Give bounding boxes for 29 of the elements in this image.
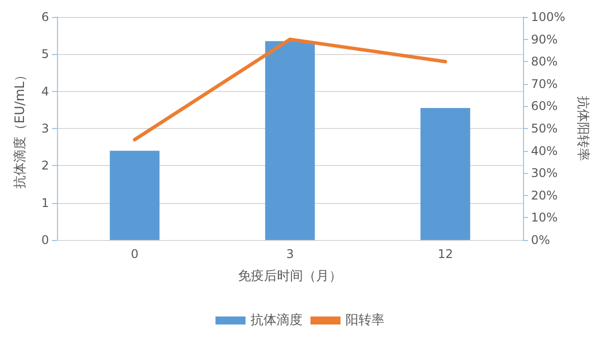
y-tick-label: 2 xyxy=(41,158,49,173)
legend-label: 阳转率 xyxy=(346,312,384,328)
x-axis-title: 免疫后时间（月） xyxy=(238,269,342,284)
y2-tick-label: 70% xyxy=(531,76,558,91)
y-tick-label: 5 xyxy=(41,47,49,62)
bar xyxy=(265,41,315,240)
y2-tick-label: 10% xyxy=(531,210,558,225)
y-tick-label: 1 xyxy=(41,196,49,210)
y-tick-label: 4 xyxy=(41,84,49,98)
y-tick-label: 3 xyxy=(41,122,49,136)
legend-label: 抗体滴度 xyxy=(250,312,302,328)
x-tick-label: 12 xyxy=(438,247,453,261)
y2-axis-title: 抗体阳转率 xyxy=(575,96,592,161)
y2-tick-label: 20% xyxy=(531,188,558,202)
y2-tick-label: 40% xyxy=(531,144,558,158)
bar xyxy=(420,108,470,240)
y2-tick-label: 30% xyxy=(531,166,558,180)
y2-tick-label: 60% xyxy=(531,99,558,114)
y2-tick-label: 100% xyxy=(531,10,566,24)
y2-tick-label: 0% xyxy=(531,233,550,247)
y-axis-title: 抗体滴度（EU/mL） xyxy=(12,68,28,189)
y2-tick-label: 90% xyxy=(531,32,558,46)
y2-tick-label: 80% xyxy=(531,54,558,69)
y-tick-label: 6 xyxy=(41,10,49,24)
x-tick-label: 0 xyxy=(130,247,138,261)
x-tick-label: 3 xyxy=(286,247,294,261)
y-tick-label: 0 xyxy=(41,233,49,247)
y2-tick-label: 50% xyxy=(531,122,558,136)
bar xyxy=(110,150,160,240)
